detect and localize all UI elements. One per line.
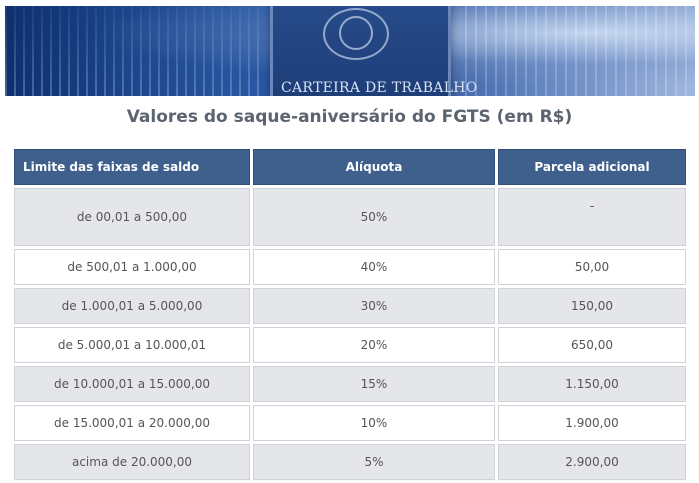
header-balance-range: Limite das faixas de saldo [14, 149, 250, 185]
cell-additional: 50,00 [498, 249, 686, 285]
table-row: de 1.000,01 a 5.000,00 30% 150,00 [14, 288, 686, 324]
cell-range: acima de 20.000,00 [14, 444, 250, 480]
cell-range: de 500,01 a 1.000,00 [14, 249, 250, 285]
header-banner: CARTEIRA DE TRABALHO [5, 6, 695, 96]
cell-additional: 150,00 [498, 288, 686, 324]
cell-rate: 40% [253, 249, 495, 285]
cell-additional: - [498, 188, 686, 246]
header-rate: Alíquota [253, 149, 495, 185]
cell-range: de 15.000,01 a 20.000,00 [14, 405, 250, 441]
page-title: Valores do saque-aniversário do FGTS (em… [126, 107, 573, 127]
banner-chart-bars-right [465, 6, 695, 96]
cell-additional: 1.900,00 [498, 405, 686, 441]
cell-additional: 2.900,00 [498, 444, 686, 480]
cell-rate: 15% [253, 366, 495, 402]
coat-of-arms-icon [323, 8, 389, 60]
cell-range: de 10.000,01 a 15.000,00 [14, 366, 250, 402]
header-additional-amount: Parcela adicional [498, 149, 686, 185]
table-row: de 00,01 a 500,00 50% - [14, 188, 686, 246]
table-row: de 5.000,01 a 10.000,01 20% 650,00 [14, 327, 686, 363]
fgts-rates-table: Limite das faixas de saldo Alíquota Parc… [11, 146, 689, 483]
cell-range: de 00,01 a 500,00 [14, 188, 250, 246]
cell-additional: 1.150,00 [498, 366, 686, 402]
cell-rate: 10% [253, 405, 495, 441]
coat-of-arms-inner [339, 16, 373, 50]
cell-rate: 20% [253, 327, 495, 363]
table-row: acima de 20.000,00 5% 2.900,00 [14, 444, 686, 480]
cell-rate: 5% [253, 444, 495, 480]
table-row: de 500,01 a 1.000,00 40% 50,00 [14, 249, 686, 285]
banner-chart-bars-left [5, 6, 265, 96]
cell-range: de 1.000,01 a 5.000,00 [14, 288, 250, 324]
cell-rate: 50% [253, 188, 495, 246]
work-card-title: CARTEIRA DE TRABALHO [281, 80, 478, 96]
table-header-row: Limite das faixas de saldo Alíquota Parc… [14, 149, 686, 185]
cell-rate: 30% [253, 288, 495, 324]
table-row: de 10.000,01 a 15.000,00 15% 1.150,00 [14, 366, 686, 402]
table-row: de 15.000,01 a 20.000,00 10% 1.900,00 [14, 405, 686, 441]
cell-range: de 5.000,01 a 10.000,01 [14, 327, 250, 363]
cell-additional: 650,00 [498, 327, 686, 363]
